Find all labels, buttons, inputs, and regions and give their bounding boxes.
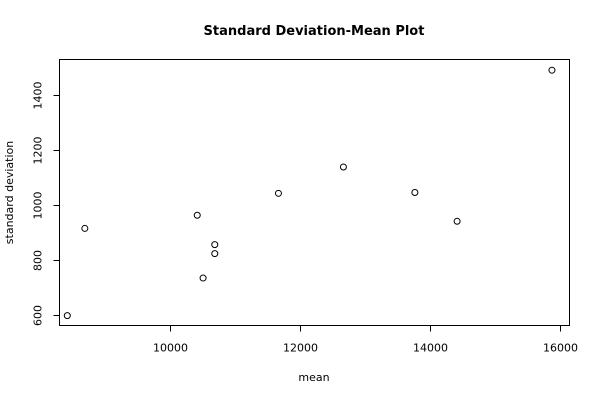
data-point xyxy=(411,189,419,196)
data-point xyxy=(199,274,207,282)
data-point xyxy=(193,211,201,219)
y-tick-label: 1000 xyxy=(32,192,45,220)
data-point xyxy=(453,217,461,225)
x-tick-label: 10000 xyxy=(153,342,188,355)
data-point xyxy=(63,312,71,320)
data-point xyxy=(274,189,282,197)
y-tick-label: 600 xyxy=(32,305,45,326)
x-axis-label: mean xyxy=(298,371,329,384)
y-tick-label: 800 xyxy=(32,250,45,271)
data-point xyxy=(339,163,347,171)
x-axis: 10000 12000 14000 16000 xyxy=(153,325,578,355)
y-tick-label: 1200 xyxy=(32,137,45,165)
x-tick-label: 14000 xyxy=(413,342,448,355)
data-point xyxy=(81,224,89,232)
y-axis: 600 800 1000 1200 1400 xyxy=(32,82,60,326)
plot-frame xyxy=(59,59,570,326)
data-point xyxy=(211,241,219,249)
x-tick-label: 16000 xyxy=(543,342,578,355)
data-point xyxy=(211,250,219,258)
chart-title: Standard Deviation-Mean Plot xyxy=(204,24,425,39)
data-points xyxy=(63,66,556,320)
y-tick-label: 1400 xyxy=(32,82,45,110)
y-axis-label: standard deviation xyxy=(3,141,16,244)
x-tick-label: 12000 xyxy=(283,342,318,355)
data-point xyxy=(548,66,556,74)
